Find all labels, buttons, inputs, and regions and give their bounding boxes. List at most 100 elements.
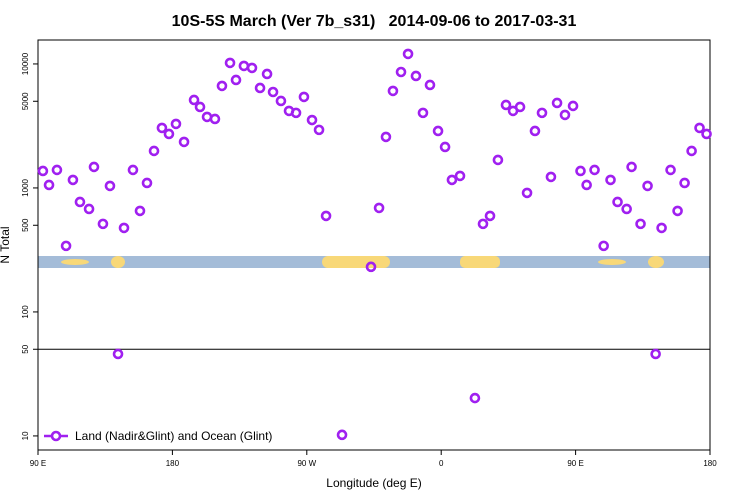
x-tick-label: 0 [439, 459, 444, 468]
point [163, 128, 175, 140]
point [454, 170, 466, 182]
point [477, 218, 489, 230]
x-axis-title: Longitude (deg E) [326, 476, 421, 490]
point [261, 68, 273, 80]
point [97, 218, 109, 230]
point [275, 95, 287, 107]
point [439, 141, 451, 153]
point [612, 196, 623, 208]
point [410, 70, 422, 82]
legend-marker [50, 430, 62, 442]
point [290, 107, 302, 119]
point [694, 122, 705, 134]
y-tick-label: 1000 [21, 178, 30, 196]
point [336, 429, 348, 441]
point [567, 100, 579, 112]
point [380, 131, 392, 143]
point [626, 161, 637, 173]
point [51, 164, 63, 176]
point [469, 392, 481, 404]
y-tick-label: 10000 [21, 52, 30, 75]
point [67, 174, 79, 186]
point [178, 136, 190, 148]
land [61, 259, 89, 265]
point [224, 57, 236, 69]
point [529, 125, 541, 137]
point [551, 97, 563, 109]
point [209, 113, 221, 125]
point [650, 348, 661, 360]
point [605, 174, 616, 186]
point [298, 91, 310, 103]
land [460, 256, 500, 268]
land [648, 256, 664, 268]
series [37, 48, 712, 441]
point [141, 177, 153, 189]
y-axis-title: N Total [0, 226, 12, 263]
point [402, 48, 414, 60]
y-tick-label: 5000 [21, 92, 30, 110]
y-tick-label: 50 [21, 344, 30, 353]
point [134, 205, 146, 217]
point [246, 62, 258, 74]
point [156, 122, 168, 134]
point [118, 222, 130, 234]
point [545, 171, 557, 183]
point [127, 164, 139, 176]
point [484, 210, 496, 222]
point [672, 205, 683, 217]
point [679, 177, 690, 189]
point [417, 107, 429, 119]
point [432, 125, 444, 137]
point [60, 240, 72, 252]
point [387, 85, 399, 97]
point [188, 94, 200, 106]
point [216, 80, 228, 92]
point [43, 179, 55, 191]
x-tick-label: 180 [703, 459, 717, 468]
point [306, 114, 318, 126]
point [373, 202, 385, 214]
point [148, 145, 160, 157]
point [581, 179, 592, 191]
point [104, 180, 116, 192]
x-tick-label: 90 E [30, 459, 46, 468]
legend-label: Land (Nadir&Glint) and Ocean (Glint) [75, 429, 272, 443]
point [313, 124, 325, 136]
point [267, 86, 279, 98]
point [589, 164, 600, 176]
point [74, 196, 86, 208]
point [320, 210, 332, 222]
point [642, 180, 653, 192]
point [665, 164, 676, 176]
legend-item: Land (Nadir&Glint) and Ocean (Glint) [44, 429, 272, 443]
point [170, 118, 182, 130]
x-tick-label: 180 [166, 459, 180, 468]
land [598, 259, 626, 265]
point [521, 187, 533, 199]
point [37, 165, 49, 177]
point [621, 203, 632, 215]
point [230, 74, 242, 86]
point [635, 218, 646, 230]
point [514, 101, 526, 113]
point [598, 240, 609, 252]
point [575, 165, 586, 177]
point [194, 101, 206, 113]
land [322, 256, 390, 268]
point [492, 154, 504, 166]
plot-frame [37, 39, 711, 451]
map-strip [38, 256, 710, 268]
point [254, 82, 266, 94]
point [536, 107, 548, 119]
point [686, 145, 697, 157]
chart-title: 10S-5S March (Ver 7b_s31) 2014-09-06 to … [172, 13, 577, 30]
land [111, 256, 125, 268]
point [365, 261, 377, 273]
point [559, 109, 571, 121]
point [656, 222, 667, 234]
x-tick-label: 90 W [297, 459, 316, 468]
point [424, 79, 436, 91]
